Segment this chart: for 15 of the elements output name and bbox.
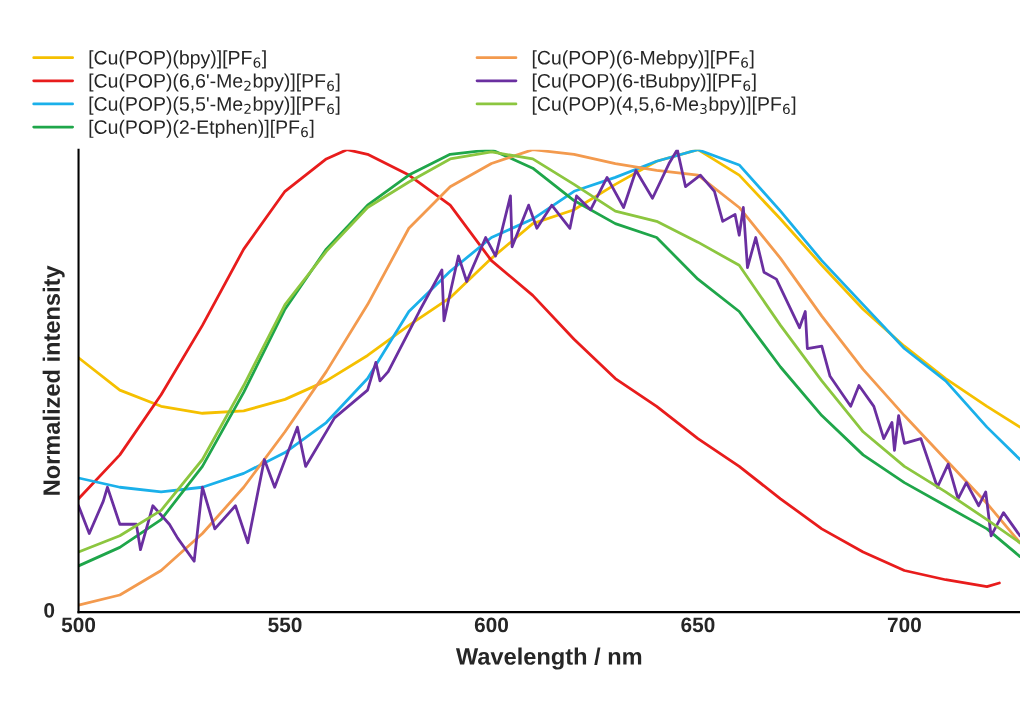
- x-tick-label: 500: [61, 617, 96, 633]
- x-axis-title: Wavelength / nm: [455, 647, 642, 670]
- text: 0: [44, 602, 55, 618]
- x-tick-label: 700: [887, 617, 921, 633]
- legend-label: [Cu(POP)(4,5,6-Me$_{3}$bpy)][PF$_{6}$]: [532, 96, 796, 115]
- x-tick-label: 600: [474, 617, 508, 633]
- legend-label: [Cu(POP)(5,5'-Me$_{2}$bpy)][PF$_{6}$]: [89, 96, 340, 115]
- y-axis-title: Normalized intensity: [42, 265, 65, 495]
- legend-label: [Cu(POP)(6,6'-Me$_{2}$bpy)][PF$_{6}$]: [89, 73, 340, 92]
- x-tick-label: 550: [268, 617, 302, 633]
- legend-label: [Cu(POP)(6-Mebpy)][PF$_{6}$]: [532, 50, 754, 69]
- x-tick-label: 650: [681, 617, 715, 633]
- legend-label: [Cu(POP)(2-Etphen)][PF$_{6}$]: [89, 119, 314, 138]
- legend-label: [Cu(POP)(6-tBubpy)][PF$_{6}$]: [532, 73, 756, 92]
- legend-label: [Cu(POP)(bpy)][PF$_{6}$]: [89, 50, 266, 69]
